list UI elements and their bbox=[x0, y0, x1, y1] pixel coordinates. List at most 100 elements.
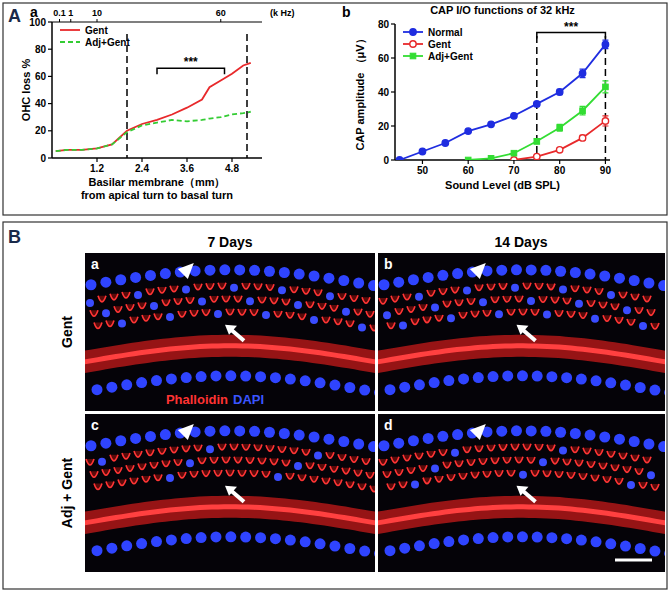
hair-cell bbox=[503, 457, 511, 463]
hair-cell bbox=[599, 463, 607, 469]
hair-cell bbox=[443, 301, 451, 307]
nucleus bbox=[414, 379, 425, 390]
x-tick-label: 80 bbox=[554, 165, 566, 176]
nucleus bbox=[115, 435, 126, 446]
hair-cell bbox=[250, 309, 258, 315]
nucleus bbox=[576, 374, 587, 385]
hair-cell bbox=[218, 283, 226, 289]
hair-cell bbox=[515, 296, 523, 302]
data-point bbox=[580, 108, 586, 114]
y-tick-label: 80 bbox=[378, 19, 390, 30]
nucleus bbox=[134, 291, 142, 299]
data-point bbox=[465, 157, 471, 160]
legend-marker bbox=[410, 41, 416, 47]
hair-cell bbox=[270, 459, 278, 465]
micrograph bbox=[85, 414, 375, 572]
hair-cell bbox=[419, 465, 427, 471]
hair-cell bbox=[395, 308, 403, 314]
hair-cell bbox=[535, 444, 543, 450]
nucleus bbox=[649, 385, 660, 396]
pillar-band bbox=[378, 507, 665, 524]
nucleus bbox=[429, 538, 440, 549]
hair-cell bbox=[555, 471, 563, 477]
hair-cell bbox=[242, 283, 250, 289]
hair-cell bbox=[330, 305, 338, 311]
nucleus bbox=[379, 440, 390, 451]
hair-cell bbox=[407, 306, 415, 312]
nucleus bbox=[555, 427, 566, 438]
nucleus bbox=[102, 309, 110, 317]
nucleus bbox=[488, 371, 499, 382]
hair-cell bbox=[599, 302, 607, 308]
hair-cell bbox=[455, 460, 463, 466]
nucleus bbox=[310, 316, 318, 324]
hair-cell bbox=[350, 456, 358, 462]
y-tick bbox=[391, 57, 395, 58]
hair-cell bbox=[110, 455, 118, 461]
nucleus bbox=[639, 322, 647, 330]
nucleus bbox=[585, 430, 596, 441]
nucleus bbox=[431, 464, 439, 472]
y-tick-label: 0 bbox=[383, 155, 389, 166]
nucleus bbox=[399, 543, 410, 554]
nucleus bbox=[570, 428, 581, 439]
reference-line bbox=[246, 34, 248, 158]
data-point bbox=[511, 150, 517, 156]
row-label: Adj + Gent bbox=[59, 457, 75, 528]
hair-cell bbox=[262, 471, 270, 477]
nucleus bbox=[270, 533, 281, 544]
nucleus bbox=[411, 480, 419, 488]
hair-cell bbox=[631, 455, 639, 461]
hair-cell bbox=[302, 449, 310, 455]
hair-cell bbox=[535, 283, 543, 289]
series-line bbox=[468, 87, 605, 160]
series-group bbox=[56, 63, 251, 151]
hair-cell bbox=[170, 447, 178, 453]
hair-cell bbox=[507, 309, 515, 315]
stain-label: Phalloidin bbox=[166, 392, 228, 407]
hair-cell bbox=[635, 307, 643, 313]
figure: ABa0204060801001.22.43.64.80.111060(k Hz… bbox=[0, 0, 670, 592]
nucleus bbox=[620, 541, 631, 552]
hair-cell bbox=[346, 482, 354, 488]
nucleus bbox=[315, 377, 326, 388]
x-tick-label: 2.4 bbox=[135, 163, 149, 174]
hair-cell bbox=[579, 473, 587, 479]
hair-cell bbox=[607, 451, 615, 457]
nucleus bbox=[539, 458, 547, 466]
nucleus bbox=[463, 287, 471, 295]
top-tick-label: 60 bbox=[216, 8, 226, 18]
hair-cell bbox=[507, 470, 515, 476]
data-point bbox=[602, 41, 608, 47]
nucleus bbox=[326, 292, 334, 300]
hair-cell bbox=[483, 471, 491, 477]
error-bar bbox=[534, 139, 540, 144]
hair-cell bbox=[571, 446, 579, 452]
pillar-band bbox=[85, 507, 375, 524]
nucleus bbox=[458, 373, 469, 384]
x-tick bbox=[186, 158, 187, 162]
hair-cell bbox=[110, 294, 118, 300]
nucleus bbox=[526, 264, 537, 275]
nucleus bbox=[517, 370, 528, 381]
hair-cell bbox=[354, 470, 362, 476]
top-axis bbox=[52, 21, 262, 22]
nucleus bbox=[658, 441, 665, 452]
nucleus bbox=[614, 273, 625, 284]
nucleus bbox=[329, 541, 340, 552]
hair-cell bbox=[326, 452, 334, 458]
hair-cell bbox=[391, 457, 399, 463]
y-tick bbox=[48, 157, 52, 158]
y-tick-label: 20 bbox=[35, 125, 47, 136]
nucleus bbox=[374, 548, 375, 559]
hair-cell bbox=[250, 470, 258, 476]
hair-cell bbox=[318, 303, 326, 309]
hair-cell bbox=[150, 462, 158, 468]
nucleus bbox=[130, 433, 141, 444]
hair-cell bbox=[527, 457, 535, 463]
nucleus bbox=[643, 438, 654, 449]
hair-cell bbox=[350, 295, 358, 301]
x-tick-label: 4.8 bbox=[225, 163, 239, 174]
hair-cell bbox=[523, 444, 531, 450]
hair-cell bbox=[322, 478, 330, 484]
